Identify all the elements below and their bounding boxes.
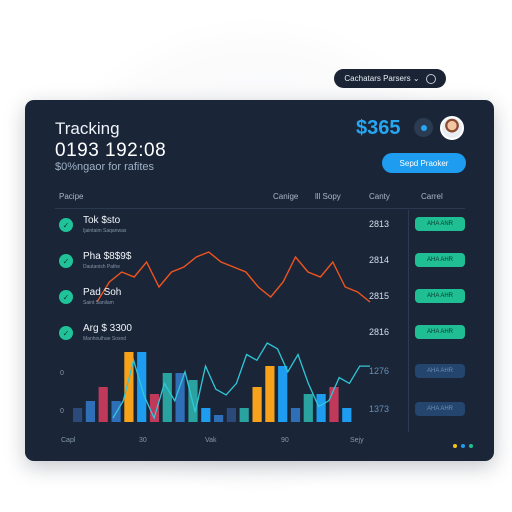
workspace-selector-label: Cachatars Parsers ⌄ [344,74,420,83]
row-name: Pad Soh [83,287,122,298]
page-indicator[interactable] [453,444,473,448]
x-tick-label-1: Capl [61,437,76,444]
primary-action-button[interactable]: Sepd Praoker [382,153,466,173]
x-tick-label-5: Sejy [350,437,364,444]
avatar[interactable] [440,116,464,140]
row-value: 2815 [369,291,390,301]
x-tick-label-3: Vak [205,437,217,444]
row-name: Tok $sto [83,215,121,226]
status-badge[interactable]: AHA AHR [415,402,465,416]
row-name: Pha $8$9$ [83,251,132,262]
price-display: $365 [356,117,401,139]
page-dot-3[interactable] [469,444,473,448]
check-icon[interactable]: ✓ [59,326,73,340]
table-row[interactable]: ✓ Tok $sto Ijaintaim Saqanwas 2813 AHA A… [55,210,465,240]
x-tick-label-2: 30 [139,437,147,444]
row-value: 1276 [369,366,390,376]
row-value: 2814 [369,255,390,265]
status-button[interactable] [414,118,433,137]
row-value: 2813 [369,219,390,229]
page-dot-2[interactable] [461,444,465,448]
check-icon[interactable]: ✓ [59,254,73,268]
column-header-pacipe[interactable]: Pacipe [59,192,84,201]
page-title: Tracking [55,119,120,138]
status-dot-icon [420,124,427,131]
tracking-panel: Tracking 0193 192:08 $0%ngaor for rafite… [25,100,494,461]
row-name: Arg $ 3300 [83,323,132,334]
x-tick-label-4: 90 [281,437,289,444]
table-row[interactable]: ✓ Pad Soh Saint Sanilam 2815 AHA AHR [55,282,465,312]
check-icon[interactable]: ✓ [59,290,73,304]
row-meta: Dautanish Pathe [83,264,120,270]
table-row[interactable]: ✓ Arg $ 3300 Manhoulhae Sosnd 2816 AHA A… [55,318,465,348]
row-meta: Manhoulhae Sosnd [83,336,127,342]
table-header: Pacipe Canige lll Sopy Canty Carrel [55,192,465,208]
row-meta: Saint Sanilam [83,300,114,306]
table-row[interactable]: 1373 AHA AHR [55,395,465,425]
check-icon[interactable]: ✓ [59,218,73,232]
status-badge[interactable]: AHA AHR [415,253,465,267]
column-header-carrel[interactable]: Carrel [421,192,443,201]
status-badge[interactable]: AHA ANR [415,217,465,231]
column-header-canty[interactable]: Canty [369,192,390,201]
row-meta: Ijaintaim Saqanwas [83,228,127,234]
status-badge[interactable]: AHA AHR [415,289,465,303]
row-value: 1373 [369,404,390,414]
column-header-canige[interactable]: Canige [273,192,299,201]
clock-readout: 0193 192:08 [55,140,167,161]
gear-icon[interactable] [425,73,436,84]
row-value: 2816 [369,327,390,337]
header-divider [55,208,465,209]
column-divider [408,210,409,432]
status-badge[interactable]: AHA AHR [415,364,465,378]
workspace-selector[interactable]: Cachatars Parsers ⌄ [334,69,446,88]
column-header-sopy[interactable]: lll Sopy [315,192,341,201]
table-row[interactable]: ✓ Pha $8$9$ Dautanish Pathe 2814 AHA AHR [55,246,465,276]
status-badge[interactable]: AHA AHR [415,325,465,339]
page-dot-1[interactable] [453,444,457,448]
page-subtitle: $0%ngaor for rafites [55,161,155,173]
table-row[interactable]: 1276 AHA AHR [55,357,465,387]
